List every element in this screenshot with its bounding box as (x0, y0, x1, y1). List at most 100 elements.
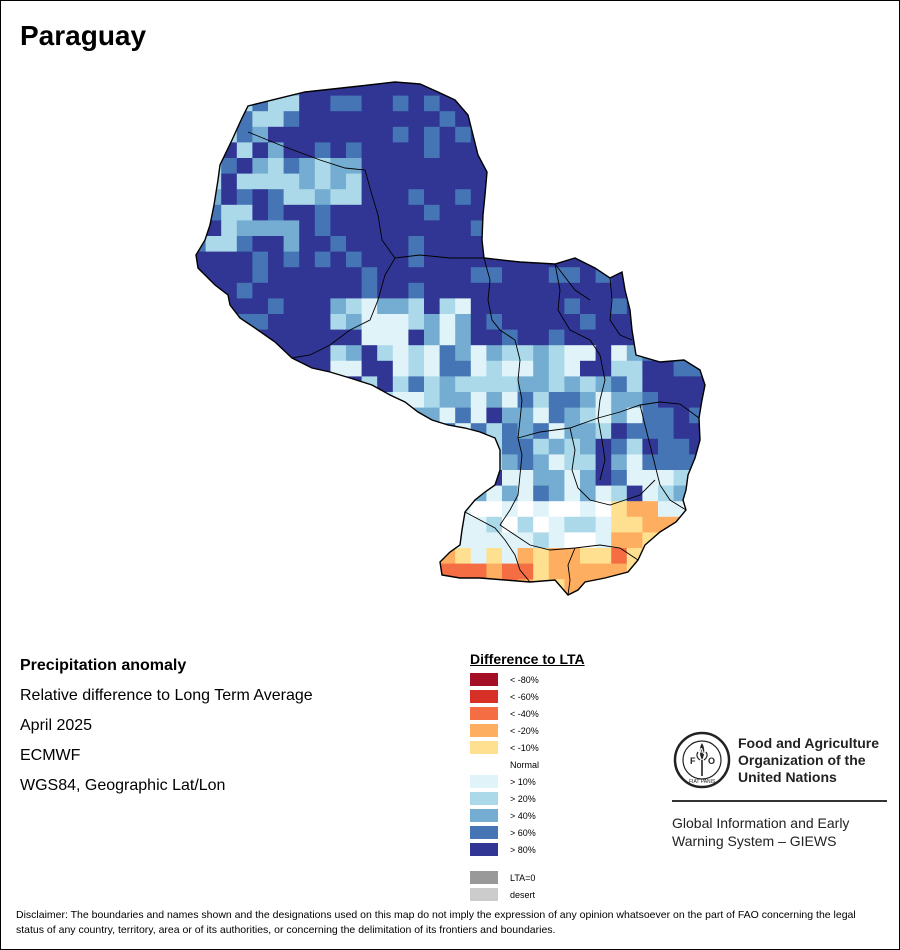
anomaly-cell (377, 516, 394, 533)
anomaly-cell (470, 360, 487, 377)
anomaly-cell (673, 95, 690, 112)
anomaly-cell (346, 204, 362, 221)
anomaly-cell (704, 314, 705, 330)
anomaly-cell (221, 82, 238, 96)
anomaly-cell (611, 314, 628, 330)
anomaly-cell (439, 236, 456, 252)
anomaly-cell (673, 173, 690, 190)
anomaly-cell (196, 501, 206, 518)
anomaly-cell (236, 501, 253, 518)
anomaly-cell (642, 454, 659, 471)
anomaly-cell (502, 532, 518, 549)
anomaly-cell (346, 236, 362, 252)
anomaly-cell (580, 204, 596, 221)
anomaly-cell (392, 563, 409, 580)
anomaly-cell (673, 82, 690, 96)
anomaly-cell (330, 204, 347, 221)
anomaly-cell (533, 189, 550, 206)
legend-class-row: > 10% (470, 773, 585, 790)
anomaly-cell (424, 282, 440, 299)
anomaly-cell (642, 158, 659, 174)
anomaly-cell (299, 126, 316, 143)
anomaly-cell (626, 423, 643, 440)
anomaly-cell (611, 423, 628, 440)
anomaly-cell (283, 314, 300, 330)
anomaly-cell (533, 95, 550, 112)
anomaly-cell (196, 548, 206, 564)
anomaly-cell (236, 563, 253, 580)
anomaly-cell (658, 548, 674, 564)
anomaly-cell (580, 126, 596, 143)
anomaly-cell (361, 501, 378, 518)
anomaly-cell (580, 158, 596, 174)
anomaly-cell (314, 282, 331, 299)
anomaly-cell (205, 579, 222, 595)
anomaly-cell (486, 563, 503, 580)
anomaly-cell (221, 204, 238, 221)
anomaly-cell (236, 82, 253, 96)
anomaly-cell (564, 438, 581, 455)
anomaly-cell (196, 454, 206, 471)
anomaly-cell (346, 516, 362, 533)
anomaly-cell (642, 111, 659, 128)
anomaly-cell (439, 392, 456, 408)
anomaly-cell (626, 485, 643, 502)
anomaly-cell (658, 142, 674, 159)
anomaly-cell (455, 251, 472, 268)
anomaly-cell (470, 251, 487, 268)
anomaly-cell (196, 532, 206, 549)
anomaly-cell (205, 438, 222, 455)
anomaly-cell (486, 516, 503, 533)
anomaly-cell (580, 345, 596, 362)
anomaly-cell (595, 158, 612, 174)
anomaly-cell (221, 485, 238, 502)
anomaly-cell (673, 470, 690, 486)
anomaly-cell (314, 563, 331, 580)
anomaly-cell (283, 407, 300, 424)
anomaly-cell (580, 329, 596, 346)
anomaly-cell (673, 142, 690, 159)
anomaly-cell (658, 329, 674, 346)
anomaly-cell (408, 220, 425, 237)
anomaly-cell (361, 423, 378, 440)
anomaly-cell (205, 345, 222, 362)
anomaly-cell (502, 126, 518, 143)
anomaly-cell (658, 392, 674, 408)
anomaly-cell (548, 126, 565, 143)
anomaly-cell (704, 204, 705, 221)
anomaly-cell (205, 126, 222, 143)
anomaly-cell (673, 298, 690, 315)
anomaly-cell (470, 111, 487, 128)
anomaly-cell (268, 111, 284, 128)
anomaly-cell (346, 173, 362, 190)
anomaly-cell (408, 594, 425, 595)
anomaly-cell (533, 485, 550, 502)
legend-swatch (470, 707, 498, 720)
anomaly-cell (564, 82, 581, 96)
anomaly-cell (595, 314, 612, 330)
anomaly-cell (470, 392, 487, 408)
anomaly-cell (330, 189, 347, 206)
anomaly-cell (299, 95, 316, 112)
anomaly-cell (580, 594, 596, 595)
anomaly-cell (346, 392, 362, 408)
anomaly-cell (611, 516, 628, 533)
anomaly-cell (564, 407, 581, 424)
anomaly-cell (533, 82, 550, 96)
anomaly-cell (502, 158, 518, 174)
anomaly-cell (658, 532, 674, 549)
anomaly-cell (533, 532, 550, 549)
anomaly-cell (252, 220, 269, 237)
anomaly-cell (221, 548, 238, 564)
anomaly-cell (299, 594, 316, 595)
anomaly-cell (455, 236, 472, 252)
anomaly-cell (346, 438, 362, 455)
anomaly-cell (611, 594, 628, 595)
anomaly-cell (314, 189, 331, 206)
anomaly-cell (236, 360, 253, 377)
anomaly-cell (299, 236, 316, 252)
anomaly-cell (470, 470, 487, 486)
anomaly-cell (673, 251, 690, 268)
anomaly-cell (205, 189, 222, 206)
legend-class-row: < -40% (470, 705, 585, 722)
